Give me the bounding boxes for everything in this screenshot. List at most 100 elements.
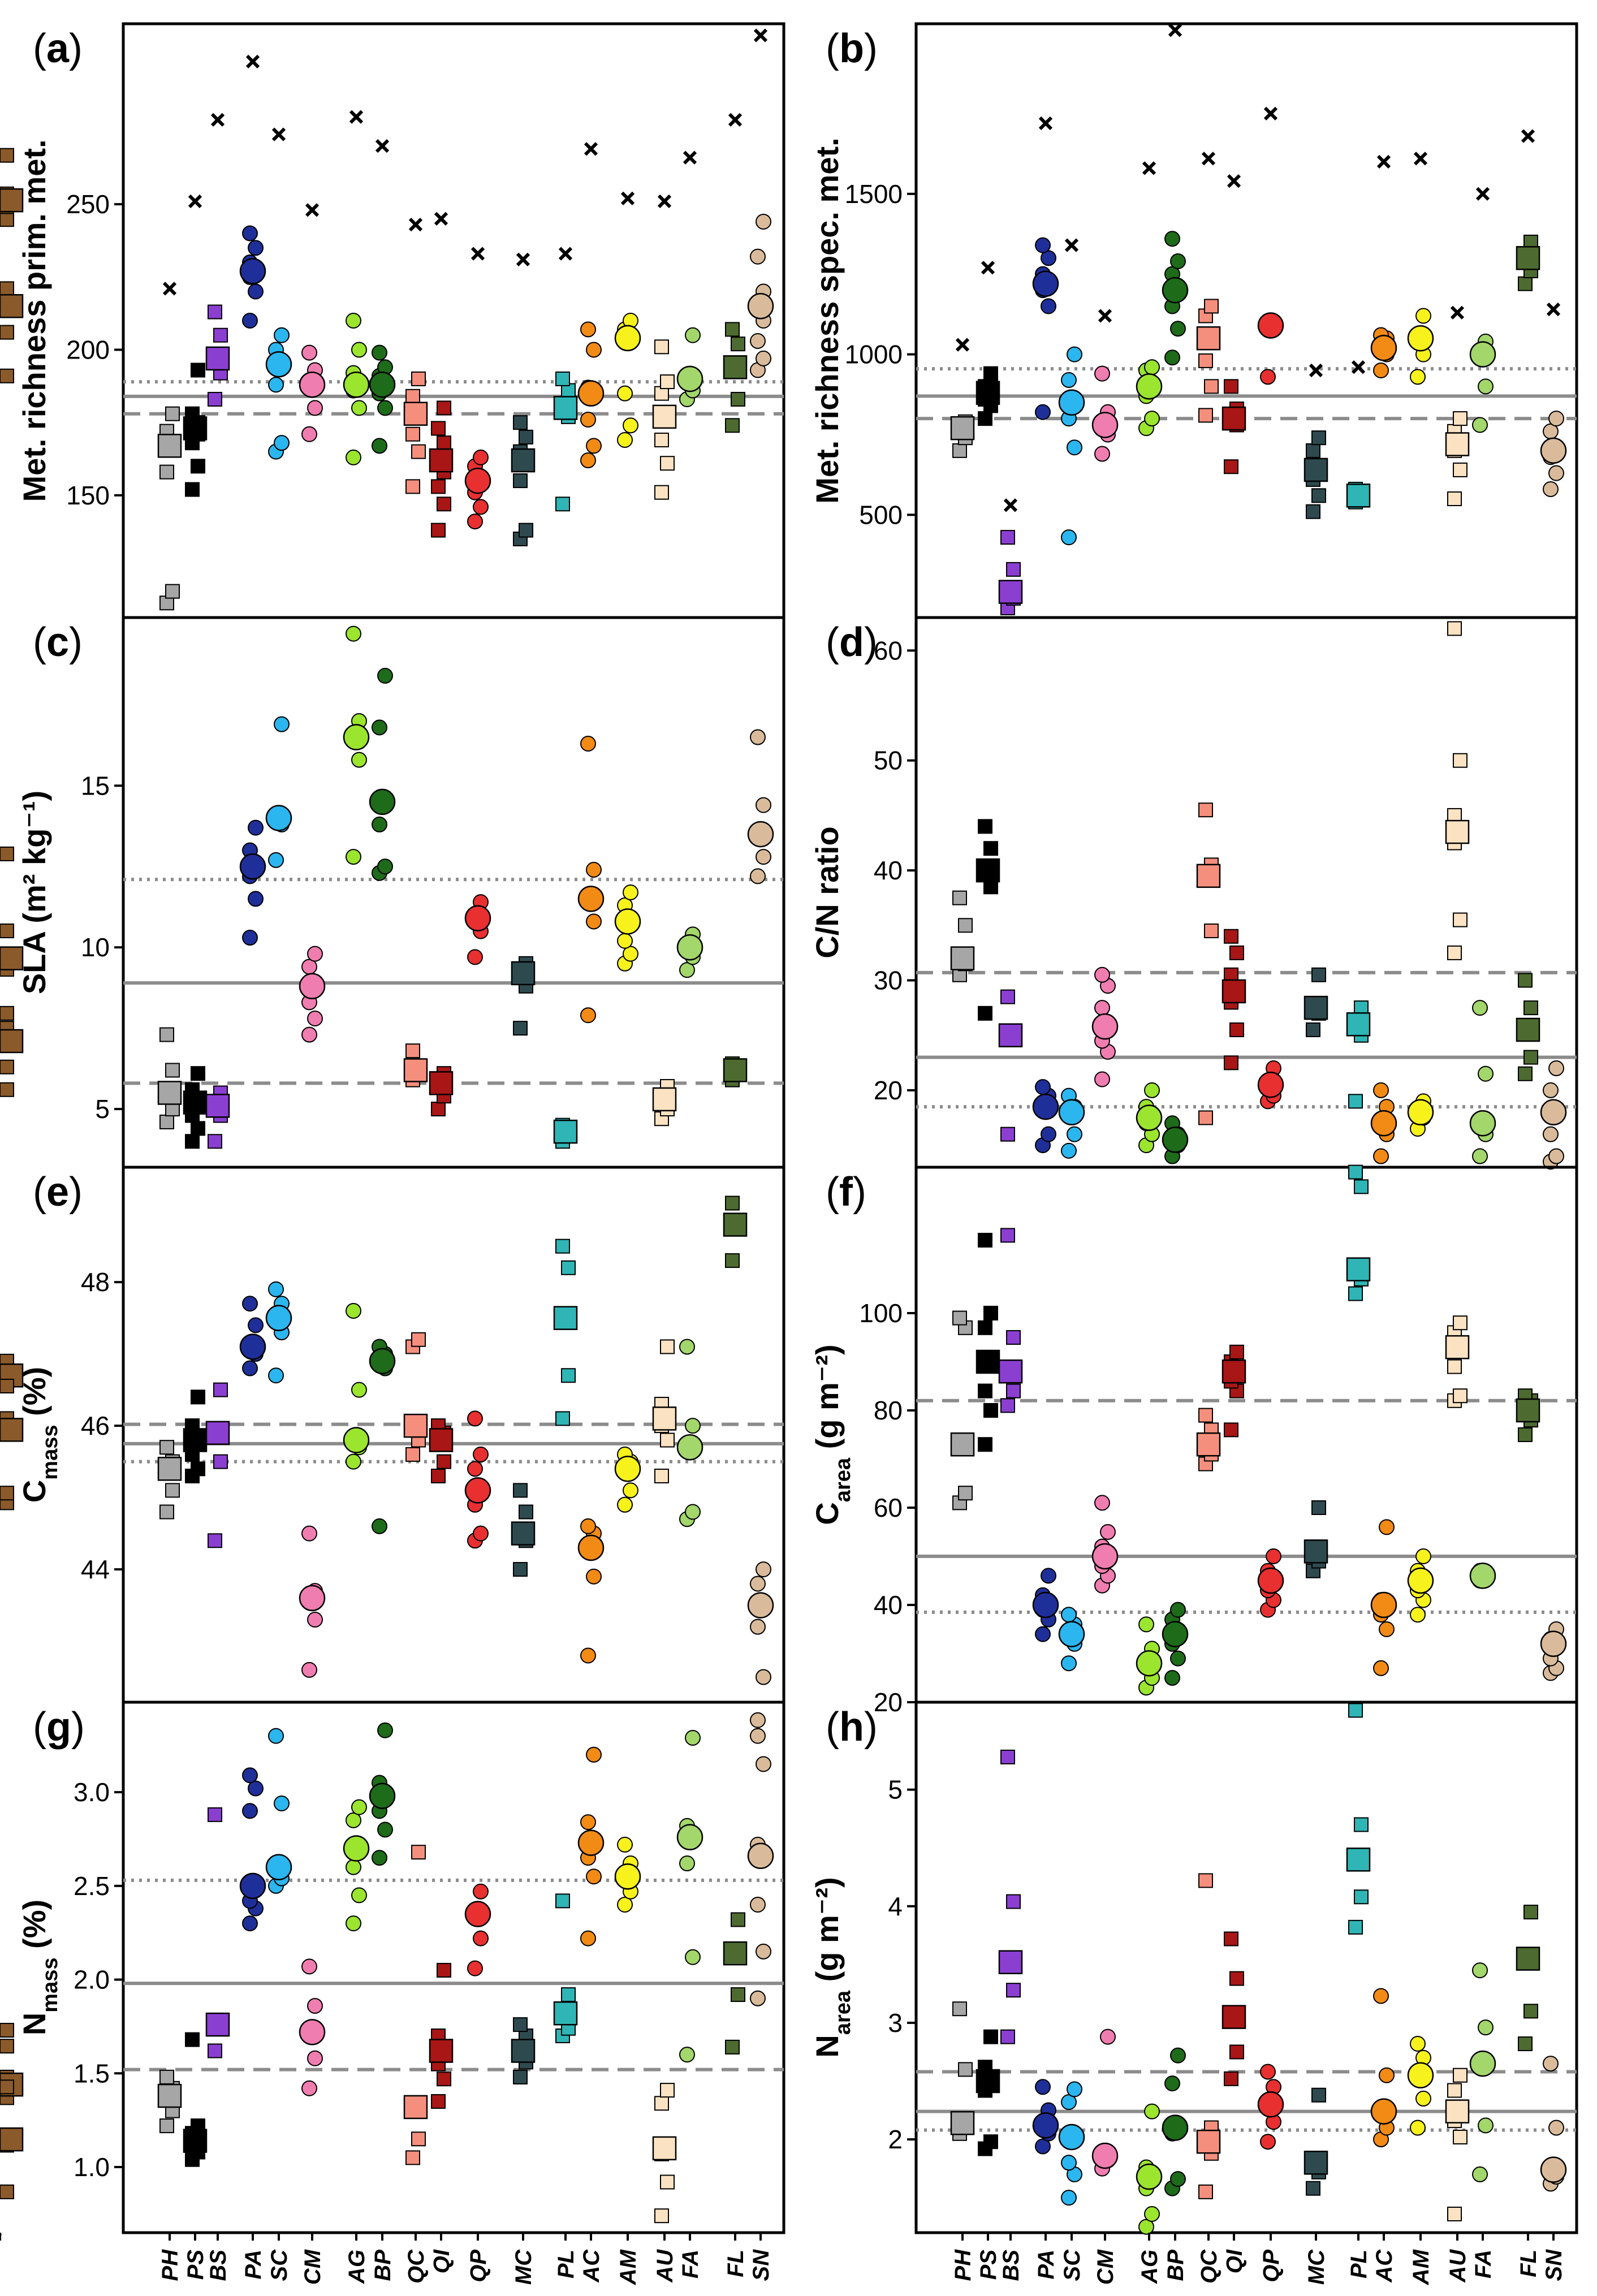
- data-point: [519, 523, 533, 538]
- data-point: [1348, 1703, 1363, 1718]
- series-CM: [1091, 1495, 1119, 1594]
- data-point: [351, 1799, 367, 1815]
- max-marker: [1064, 238, 1079, 252]
- mean-point: [614, 1456, 641, 1482]
- series-PL: [553, 1238, 578, 1426]
- data-point: [248, 1317, 264, 1333]
- mean-point: [1469, 2050, 1496, 2077]
- data-point: [411, 444, 426, 459]
- x-tick-label-CM: CM: [300, 2248, 325, 2285]
- series-QC: [403, 1845, 428, 2165]
- series-FL: [723, 1056, 748, 1087]
- data-point: [1144, 1082, 1160, 1098]
- data-point: [1067, 2081, 1082, 2098]
- data-point: [617, 432, 633, 448]
- data-point: [0, 148, 14, 163]
- x-tick-label-PL: PL: [1346, 2250, 1371, 2278]
- x-tick-label-AU: AU: [653, 2249, 677, 2283]
- data-point: [437, 400, 451, 416]
- max-marker: [620, 191, 635, 205]
- mean-point: [652, 404, 677, 429]
- data-point: [1543, 481, 1559, 497]
- data-point: [411, 2131, 426, 2147]
- series-QI: [429, 1418, 454, 1484]
- data-point: [208, 391, 222, 407]
- data-point: [0, 1379, 14, 1393]
- y-tick-label: 3.0: [74, 1777, 110, 1807]
- panel-letter: (h): [826, 1704, 878, 1750]
- series-BP: [1162, 23, 1189, 366]
- mean-point: [1407, 325, 1434, 352]
- data-point: [978, 1437, 992, 1452]
- data-point: [725, 2039, 740, 2055]
- max-marker: [657, 194, 672, 209]
- data-point: [0, 1059, 14, 1074]
- data-point: [1170, 1650, 1186, 1667]
- series-VT: [0, 282, 24, 383]
- data-point: [213, 1382, 228, 1397]
- mean-point: [1091, 1013, 1119, 1040]
- mean-point: [1370, 1110, 1397, 1137]
- mean-point: [1162, 277, 1189, 304]
- data-point: [268, 852, 284, 868]
- mean-point: [614, 1863, 641, 1890]
- series-PH: [950, 338, 975, 458]
- data-point: [0, 325, 14, 340]
- series-PA: [1032, 1079, 1059, 1154]
- data-point: [1035, 1626, 1051, 1642]
- data-point: [165, 406, 180, 421]
- data-point: [1379, 2067, 1395, 2083]
- mean-point: [511, 1521, 536, 1546]
- mean-point: [464, 1477, 491, 1504]
- mean-point: [1136, 1650, 1163, 1677]
- data-point: [1061, 1655, 1077, 1672]
- x-tick-label-AM: AM: [1409, 2248, 1434, 2285]
- data-point: [1373, 1660, 1389, 1676]
- data-point: [1548, 411, 1564, 427]
- mean-point: [1222, 406, 1246, 431]
- max-marker: [245, 54, 260, 69]
- data-point: [1348, 1286, 1363, 1301]
- data-point: [346, 849, 361, 865]
- mean-point: [1257, 2091, 1284, 2118]
- x-tick-label-BS: BS: [999, 2250, 1024, 2281]
- data-point: [377, 667, 393, 684]
- mean-point: [976, 2069, 1000, 2094]
- series-BP: [1162, 1115, 1189, 1164]
- data-point: [307, 1997, 323, 2014]
- x-tick-label-AU: AU: [1445, 2249, 1470, 2283]
- data-point: [1354, 1817, 1369, 1832]
- y-tick-label: 3: [888, 2008, 903, 2038]
- data-point: [1348, 1919, 1363, 1935]
- series-FA: [676, 926, 703, 978]
- data-point: [405, 1447, 420, 1462]
- series-AG: [1136, 1082, 1163, 1154]
- mean-point: [1196, 2129, 1221, 2154]
- mean-point: [1058, 1621, 1085, 1647]
- data-point: [1453, 912, 1467, 927]
- data-point: [1224, 929, 1238, 944]
- x-tick-label-SN: SN: [1542, 2249, 1566, 2281]
- series-SN: [1540, 1621, 1567, 1681]
- mean-point: [1516, 1947, 1540, 1971]
- mean-point: [464, 905, 491, 931]
- panel-letter: (f): [826, 1169, 866, 1215]
- data-point: [437, 435, 451, 451]
- series-FA: [1469, 187, 1496, 433]
- data-point: [1229, 1344, 1244, 1360]
- x-tick-label-CM: CM: [1093, 2248, 1118, 2285]
- data-point: [1144, 359, 1160, 376]
- x-tick-label-QI: QI: [429, 2249, 454, 2273]
- mean-point: [403, 1413, 428, 1438]
- data-point: [208, 1134, 222, 1149]
- y-tick-label: 150: [66, 481, 110, 510]
- series-PH: [157, 2069, 182, 2134]
- data-point: [242, 930, 258, 946]
- data-point: [0, 846, 14, 861]
- max-marker: [1413, 152, 1428, 166]
- series-AM: [614, 884, 641, 972]
- series-BS: [998, 989, 1023, 1142]
- series-AG: [1136, 1616, 1163, 1696]
- data-point: [0, 2184, 14, 2199]
- mean-point: [157, 2083, 182, 2108]
